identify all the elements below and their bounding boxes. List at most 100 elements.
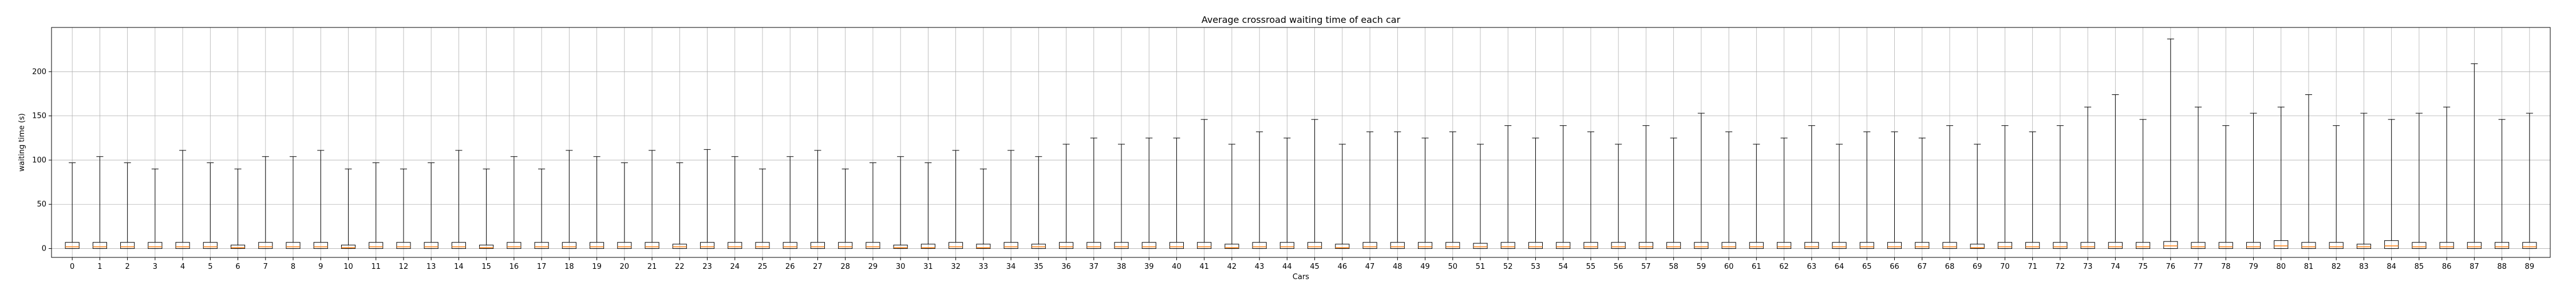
- x-tick-label: 51: [1476, 263, 1485, 271]
- x-tick-label: 59: [1697, 263, 1706, 271]
- iqr-box: [810, 242, 825, 249]
- x-tick-label: 40: [1172, 263, 1182, 271]
- iqr-box: [2356, 244, 2371, 249]
- x-tick-label: 9: [318, 263, 323, 271]
- iqr-box: [1997, 242, 2012, 249]
- iqr-box: [2025, 242, 2040, 249]
- x-tick-label: 54: [1558, 263, 1568, 271]
- box-car-11: [369, 162, 384, 249]
- box-car-26: [783, 156, 797, 249]
- iqr-box: [1749, 242, 1764, 249]
- iqr-box: [424, 242, 438, 249]
- y-axis-ticks: 0 50 100 150 200: [32, 67, 52, 253]
- x-tick-label: 31: [923, 263, 933, 271]
- box-car-85: [2412, 113, 2427, 249]
- box-car-81: [2301, 94, 2316, 249]
- x-tick-label: 69: [1973, 263, 1982, 271]
- x-tick-label: 8: [291, 263, 295, 271]
- iqr-box: [1417, 242, 1433, 249]
- box-car-58: [1666, 137, 1681, 249]
- box-car-60: [1721, 131, 1736, 249]
- x-tick-label: 52: [1503, 263, 1513, 271]
- x-tick-label: 62: [1779, 263, 1789, 271]
- box-car-25: [755, 168, 770, 249]
- iqr-box: [2080, 242, 2095, 249]
- box-car-70: [1997, 125, 2012, 249]
- iqr-box: [2384, 240, 2399, 249]
- box-car-65: [1859, 131, 1874, 249]
- box-car-77: [2191, 106, 2206, 249]
- y-axis-title: waiting time (s): [18, 113, 26, 172]
- box-car-72: [2053, 125, 2068, 249]
- x-tick-label: 72: [2056, 263, 2065, 271]
- box-car-67: [1915, 137, 1930, 249]
- iqr-box: [1362, 242, 1377, 249]
- box-car-18: [562, 150, 576, 249]
- x-tick-label: 19: [592, 263, 602, 271]
- iqr-box: [2136, 242, 2151, 249]
- iqr-box: [120, 242, 135, 249]
- box-car-55: [1583, 131, 1598, 249]
- box-car-36: [1058, 144, 1074, 249]
- x-axis-ticks: 0 1 2 3 4 5 6 7 8 9 10 11 12 13 14 15 16 17 18 19 20 21 22 23 24…: [70, 257, 2534, 271]
- x-tick-label: 2: [125, 263, 129, 271]
- box-car-51: [1473, 144, 1488, 249]
- iqr-box: [2274, 240, 2289, 249]
- iqr-box: [1224, 244, 1239, 249]
- x-tick-label: 32: [951, 263, 961, 271]
- iqr-box: [1445, 242, 1460, 249]
- iqr-box: [2163, 241, 2178, 249]
- iqr-box: [1500, 242, 1515, 249]
- x-tick-label: 36: [1061, 263, 1071, 271]
- box-car-63: [1804, 125, 1819, 249]
- iqr-box: [1003, 242, 1018, 249]
- x-tick-label: 46: [1338, 263, 1348, 271]
- box-car-54: [1556, 125, 1571, 249]
- iqr-box: [2301, 242, 2316, 249]
- box-car-88: [2495, 119, 2510, 249]
- box-car-33: [976, 168, 991, 249]
- iqr-box: [175, 242, 190, 249]
- x-tick-label: 30: [896, 263, 906, 271]
- box-car-7: [258, 156, 273, 249]
- iqr-box: [783, 242, 797, 249]
- x-tick-label: 71: [2028, 263, 2037, 271]
- x-tick-label: 25: [758, 263, 768, 271]
- plot-area-frame: [51, 27, 2551, 258]
- y-tick-label: 0: [42, 245, 46, 253]
- box-car-43: [1252, 131, 1267, 249]
- iqr-box: [1694, 242, 1709, 249]
- box-car-13: [424, 162, 438, 249]
- box-car-3: [148, 168, 163, 249]
- box-car-56: [1611, 144, 1626, 249]
- box-car-47: [1362, 131, 1377, 249]
- iqr-box: [866, 242, 880, 249]
- iqr-box: [2495, 242, 2510, 249]
- x-tick-label: 57: [1641, 263, 1651, 271]
- x-tick-label: 6: [235, 263, 240, 271]
- box-series: [65, 38, 2537, 249]
- iqr-box: [1721, 242, 1736, 249]
- box-car-30: [893, 156, 908, 249]
- iqr-box: [1058, 242, 1074, 249]
- x-tick-label: 85: [2415, 263, 2424, 271]
- x-tick-label: 24: [730, 263, 740, 271]
- iqr-box: [1307, 242, 1322, 249]
- box-car-31: [920, 162, 935, 249]
- box-car-10: [341, 168, 356, 249]
- x-tick-label: 33: [979, 263, 989, 271]
- x-tick-label: 55: [1586, 263, 1596, 271]
- iqr-box: [507, 242, 521, 249]
- x-tick-label: 70: [2000, 263, 2010, 271]
- box-car-19: [590, 156, 605, 249]
- box-car-41: [1197, 119, 1212, 249]
- box-car-20: [617, 162, 632, 249]
- iqr-box: [1666, 242, 1681, 249]
- x-tick-label: 16: [509, 263, 519, 271]
- box-car-44: [1279, 137, 1294, 249]
- box-car-80: [2274, 106, 2289, 249]
- x-tick-label: 88: [2497, 263, 2507, 271]
- box-car-37: [1086, 137, 1101, 249]
- x-tick-label: 5: [208, 263, 212, 271]
- box-car-22: [672, 162, 687, 249]
